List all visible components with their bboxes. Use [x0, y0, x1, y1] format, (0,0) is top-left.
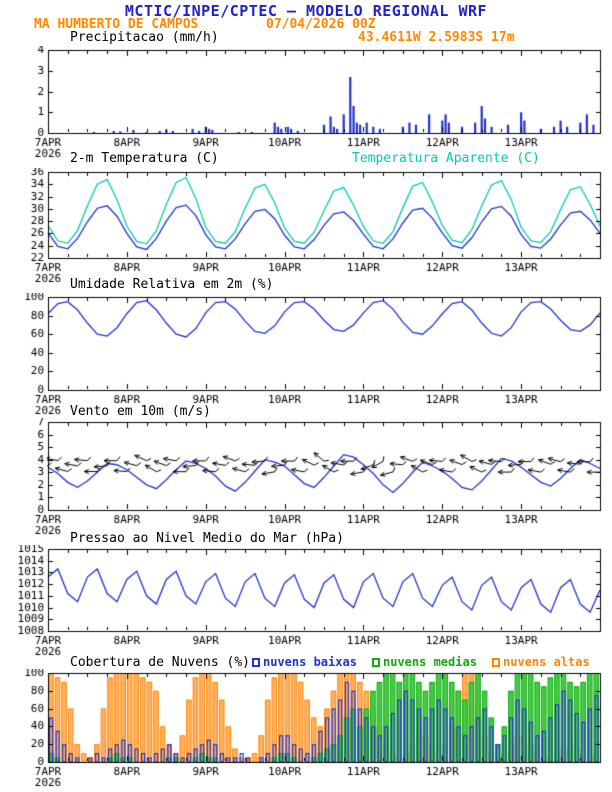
cloud-high-swatch-icon: [492, 658, 500, 667]
legend-nuvens-baixas: nuvens baixas: [252, 655, 357, 669]
legend-nuvens-medias: nuvens medias: [372, 655, 477, 669]
legend-label-baixas: nuvens baixas: [263, 655, 357, 669]
run-datetime: 07/04/2026 00Z: [266, 17, 376, 32]
panel-title-clouds: Cobertura de Nuvens (%): [70, 655, 251, 670]
precip-canvas: [0, 46, 612, 161]
panel-title-pressure: Pressao ao Nivel Medio do Mar (hPa): [70, 531, 344, 546]
panel-title-precip: Precipitacao (mm/h): [70, 30, 219, 45]
panel-title-temp: 2-m Temperatura (C): [70, 151, 219, 166]
legend-label-altas: nuvens altas: [503, 655, 590, 669]
station-name: MA HUMBERTO DE CAMPOS: [34, 17, 199, 32]
wind-canvas: [0, 418, 612, 538]
panel-title-apparent-temp: Temperatura Aparente (C): [352, 151, 540, 166]
panel-title-wind: Vento em 10m (m/s): [70, 404, 211, 419]
panel-title-rh: Umidade Relativa em 2m (%): [70, 277, 274, 292]
page-title: MCTIC/INPE/CPTEC — MODELO REGIONAL WRF: [124, 2, 488, 20]
pressure-canvas: [0, 545, 612, 659]
legend-label-medias: nuvens medias: [383, 655, 477, 669]
legend-nuvens-altas: nuvens altas: [492, 655, 590, 669]
cloud-low-swatch-icon: [252, 658, 260, 667]
temp-canvas: [0, 168, 612, 286]
cloud-mid-swatch-icon: [372, 658, 380, 667]
station-coords: 43.4611W 2.5983S 17m: [358, 30, 515, 45]
clouds-canvas: [0, 669, 612, 790]
rh-canvas: [0, 293, 612, 418]
